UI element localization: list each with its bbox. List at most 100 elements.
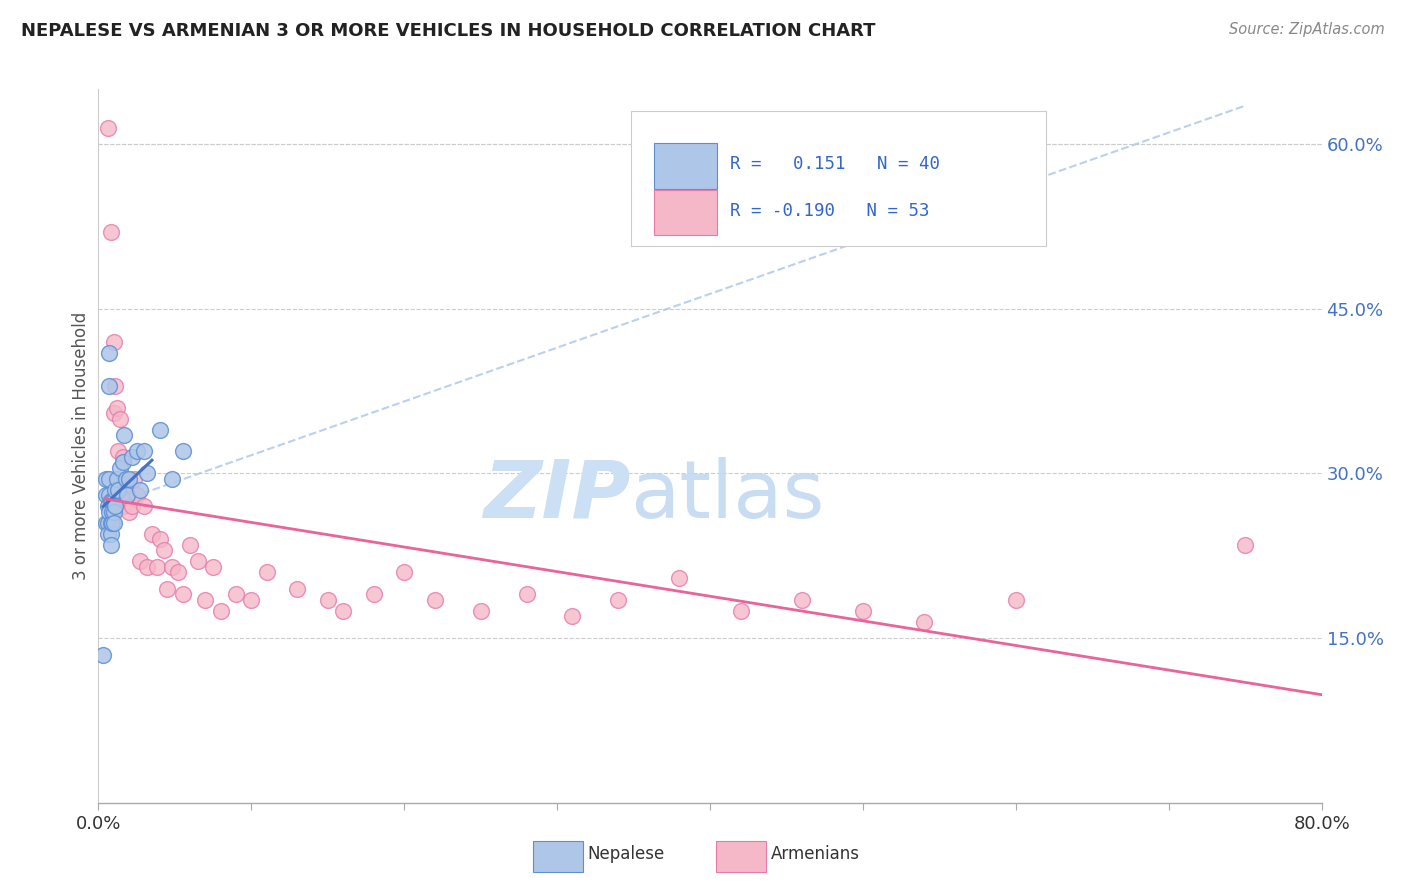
Point (136, 559, 159, 574)
Point (128, 554, 150, 568)
Point (94, 488, 117, 502)
Point (112, 428, 135, 442)
Point (98, 488, 121, 502)
Point (108, 411, 131, 425)
FancyBboxPatch shape (654, 190, 717, 235)
Point (202, 559, 225, 574)
Point (149, 423, 172, 437)
Point (316, 592, 339, 607)
Point (107, 444, 129, 458)
Point (94, 516, 117, 530)
Point (97, 120, 120, 135)
Point (105, 401, 128, 415)
Point (160, 559, 183, 574)
Point (101, 505, 124, 519)
Point (285, 582, 308, 596)
Point (240, 592, 263, 607)
Point (111, 455, 134, 469)
Point (730, 604, 752, 618)
Text: NEPALESE VS ARMENIAN 3 OR MORE VEHICLES IN HOUSEHOLD CORRELATION CHART: NEPALESE VS ARMENIAN 3 OR MORE VEHICLES … (21, 22, 876, 40)
Point (912, 615, 935, 629)
Point (134, 500, 156, 514)
Point (256, 566, 278, 580)
FancyBboxPatch shape (533, 840, 583, 872)
Point (104, 500, 127, 514)
Point (194, 592, 217, 607)
Point (118, 505, 141, 519)
Point (98, 505, 121, 519)
Point (100, 494, 122, 508)
Point (103, 516, 125, 530)
Point (103, 334, 125, 349)
Point (125, 488, 148, 502)
Point (153, 543, 176, 558)
Point (134, 444, 156, 458)
Point (363, 587, 385, 601)
Point (516, 587, 538, 601)
Point (156, 582, 179, 596)
Point (209, 604, 232, 618)
Point (97, 500, 120, 514)
FancyBboxPatch shape (654, 144, 717, 189)
Point (128, 483, 150, 497)
Point (172, 444, 194, 458)
Point (332, 604, 354, 618)
Point (117, 494, 139, 508)
Point (103, 505, 125, 519)
Point (1234, 538, 1257, 552)
Point (125, 444, 148, 458)
FancyBboxPatch shape (716, 840, 766, 872)
FancyBboxPatch shape (630, 111, 1046, 246)
Point (101, 516, 124, 530)
Point (561, 609, 583, 624)
Point (103, 406, 125, 420)
Point (107, 483, 129, 497)
Point (108, 461, 131, 475)
Point (1004, 592, 1026, 607)
Point (668, 571, 690, 585)
Point (790, 592, 813, 607)
Point (122, 472, 145, 486)
Y-axis label: 3 or more Vehicles in Household: 3 or more Vehicles in Household (72, 312, 90, 580)
Point (97, 526, 120, 541)
Point (110, 488, 132, 502)
Point (115, 477, 138, 491)
Point (91, 648, 114, 662)
Text: atlas: atlas (630, 457, 825, 535)
Text: R =   0.151   N = 40: R = 0.151 N = 40 (730, 155, 939, 173)
Point (607, 592, 630, 607)
Point (121, 500, 143, 514)
Point (98, 345, 121, 359)
Point (98, 378, 121, 392)
Text: Nepalese: Nepalese (588, 846, 665, 863)
Point (423, 592, 446, 607)
Point (141, 526, 163, 541)
Point (101, 494, 124, 508)
Point (852, 604, 875, 618)
Point (149, 533, 172, 547)
Point (167, 566, 190, 580)
Point (97, 516, 120, 530)
Point (118, 472, 141, 486)
Point (115, 472, 138, 486)
Point (117, 488, 139, 502)
Point (172, 587, 194, 601)
Point (100, 526, 122, 541)
Point (225, 587, 247, 601)
Point (112, 500, 135, 514)
Text: R = -0.190   N = 53: R = -0.190 N = 53 (730, 202, 929, 219)
Point (160, 472, 183, 486)
Point (121, 450, 143, 464)
Text: Source: ZipAtlas.com: Source: ZipAtlas.com (1229, 22, 1385, 37)
Point (111, 450, 134, 464)
Point (94, 472, 117, 486)
Text: ZIP: ZIP (484, 457, 630, 535)
Point (136, 467, 159, 481)
Point (392, 566, 416, 580)
Point (105, 472, 128, 486)
Point (470, 604, 492, 618)
Point (100, 538, 122, 552)
Point (98, 472, 121, 486)
Point (100, 516, 122, 530)
Point (104, 483, 127, 497)
